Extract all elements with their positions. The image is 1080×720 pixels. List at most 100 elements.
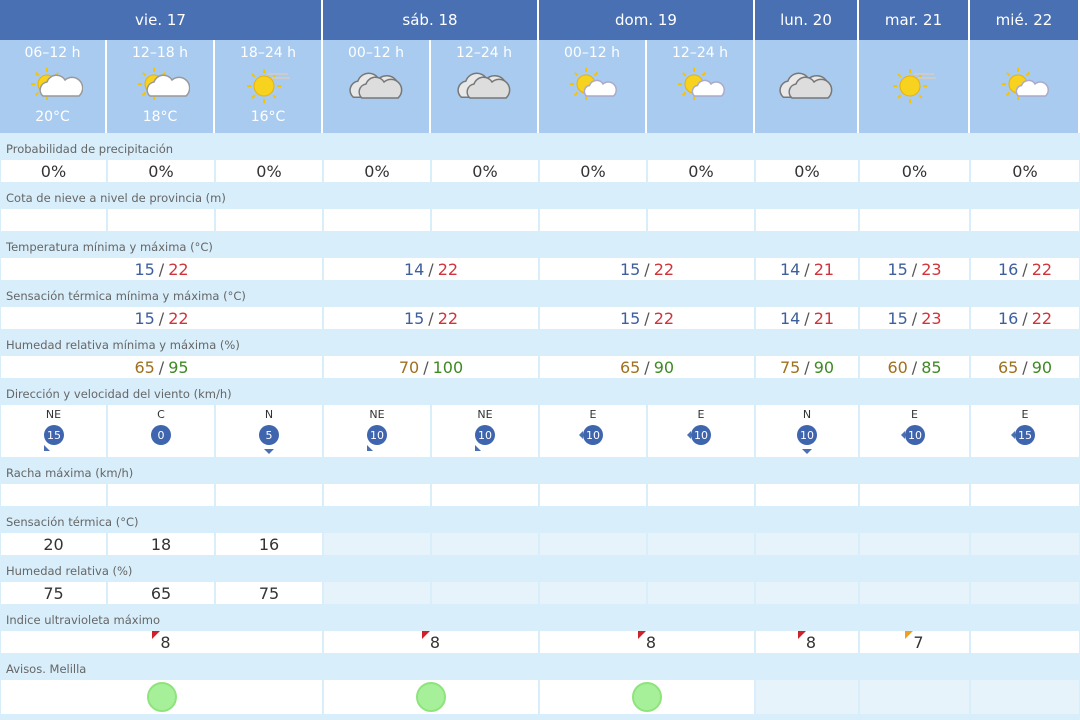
wind-icon: 5 bbox=[259, 425, 279, 454]
value-cell: 0% bbox=[756, 160, 858, 182]
wind-speed: 10 bbox=[694, 429, 708, 442]
period-temp: 20°C bbox=[35, 109, 70, 125]
separator: / bbox=[423, 357, 429, 377]
max-value: 23 bbox=[921, 259, 942, 279]
max-value: 23 bbox=[921, 308, 942, 328]
wind-circle bbox=[367, 425, 387, 445]
period-label: 00–12 h bbox=[564, 45, 620, 61]
wind-direction: NE bbox=[477, 408, 493, 421]
wind-direction: C bbox=[157, 408, 165, 421]
value-cell: 0% bbox=[540, 160, 646, 182]
wind-direction: E bbox=[697, 408, 705, 421]
min-value: 15 bbox=[403, 308, 425, 328]
range-cell: 65/90 bbox=[540, 356, 754, 378]
uv-flag bbox=[421, 631, 430, 639]
separator: / bbox=[911, 308, 918, 328]
period-label: 06–12 h bbox=[24, 45, 81, 61]
wind-shape bbox=[900, 431, 905, 439]
value-cell: NE 15 bbox=[1, 405, 106, 457]
wind-direction: E bbox=[1021, 408, 1029, 421]
uv-cell: 8 bbox=[1, 631, 322, 653]
max-value: 22 bbox=[653, 308, 675, 328]
wind-speed: 15 bbox=[47, 429, 61, 442]
period-label: 12–24 h bbox=[672, 45, 728, 61]
wind-icon: 10 bbox=[900, 425, 925, 445]
period-cell: 12–24 h bbox=[647, 40, 755, 133]
range-cell: 15/22 bbox=[540, 307, 754, 329]
range-cell: 15/23 bbox=[860, 307, 969, 329]
wind-shape bbox=[802, 449, 812, 454]
row-label: Temperatura mínima y máxima (°C) bbox=[6, 239, 213, 254]
wind-speed: 10 bbox=[800, 429, 814, 442]
period-cell: 12–24 h bbox=[431, 40, 539, 133]
warning-cell bbox=[756, 680, 858, 714]
separator: / bbox=[1022, 308, 1028, 328]
day-header: vie. 17 bbox=[0, 0, 323, 40]
min-value: 70 bbox=[398, 357, 420, 377]
value-cell bbox=[540, 533, 646, 555]
value-cell: 75 bbox=[1, 582, 106, 604]
value-cell bbox=[432, 533, 538, 555]
sky-icon bbox=[570, 68, 617, 100]
wind-direction: N bbox=[802, 408, 812, 421]
separator: / bbox=[804, 308, 810, 328]
sky-icon bbox=[30, 68, 83, 100]
value-cell: 0% bbox=[1, 160, 106, 182]
max-value: 85 bbox=[921, 357, 942, 377]
row-label: Cota de nieve a nivel de provincia (m) bbox=[6, 190, 226, 205]
row-label: Racha máxima (km/h) bbox=[6, 465, 134, 480]
value-cell bbox=[648, 484, 754, 506]
range-cell: 15/22 bbox=[1, 258, 322, 280]
max-value: 100 bbox=[432, 357, 464, 377]
separator: / bbox=[911, 259, 918, 279]
value-cell bbox=[540, 582, 646, 604]
wind-direction: E bbox=[911, 408, 918, 421]
uv-value: 8 bbox=[429, 632, 441, 652]
min-value: 16 bbox=[997, 259, 1019, 279]
row-label: Sensación térmica (°C) bbox=[6, 514, 139, 529]
period-cell: 00–12 h bbox=[539, 40, 647, 133]
uv-cell: 8 bbox=[756, 631, 858, 653]
wind-direction: NE bbox=[369, 408, 385, 421]
value-cell bbox=[540, 209, 646, 231]
value-cell bbox=[324, 484, 430, 506]
separator: / bbox=[644, 259, 650, 279]
wind-circle bbox=[43, 425, 64, 445]
sky-icon bbox=[349, 72, 403, 99]
min-value: 65 bbox=[134, 357, 155, 377]
min-value: 60 bbox=[887, 357, 908, 377]
uv-cell: 8 bbox=[324, 631, 538, 653]
range-cell: 14/21 bbox=[756, 258, 858, 280]
separator: / bbox=[804, 259, 810, 279]
value-cell bbox=[432, 484, 538, 506]
separator: / bbox=[158, 357, 165, 377]
warning-dot bbox=[632, 682, 662, 712]
wind-shape bbox=[264, 449, 274, 454]
wind-speed: 10 bbox=[478, 429, 492, 442]
min-value: 16 bbox=[997, 308, 1019, 328]
max-value: 22 bbox=[1031, 259, 1053, 279]
wind-circle bbox=[797, 425, 817, 445]
warning-cell bbox=[324, 680, 538, 714]
separator: / bbox=[644, 308, 650, 328]
wind-icon: 10 bbox=[475, 425, 495, 451]
value-cell bbox=[756, 209, 858, 231]
min-value: 15 bbox=[134, 259, 155, 279]
separator: / bbox=[1022, 259, 1028, 279]
value-cell: 18 bbox=[108, 533, 214, 555]
wind-icon: 0 bbox=[151, 425, 171, 445]
value-cell bbox=[860, 582, 969, 604]
min-value: 15 bbox=[134, 308, 155, 328]
wind-direction: N bbox=[264, 408, 274, 421]
value-cell bbox=[108, 484, 214, 506]
value-cell: 0% bbox=[216, 160, 322, 182]
max-value: 22 bbox=[437, 259, 459, 279]
min-value: 65 bbox=[619, 357, 641, 377]
wind-shape bbox=[475, 445, 481, 451]
wind-shape bbox=[687, 431, 691, 439]
warning-cell bbox=[860, 680, 969, 714]
uv-cell: 8 bbox=[540, 631, 754, 653]
period-temp: 18°C bbox=[142, 109, 178, 125]
min-value: 14 bbox=[779, 308, 801, 328]
